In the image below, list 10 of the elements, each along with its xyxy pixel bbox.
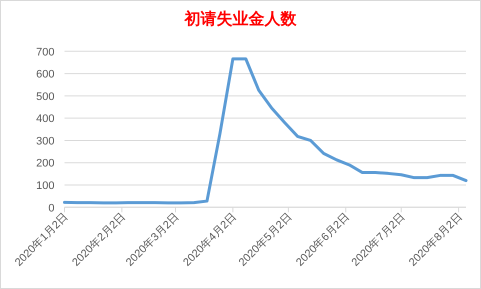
y-tick-label: 600 <box>36 68 54 81</box>
y-tick-label: 100 <box>36 180 54 192</box>
y-tick-label: 300 <box>36 135 54 148</box>
y-tick-label: 500 <box>36 90 54 103</box>
y-tick-label: 700 <box>36 46 54 58</box>
line-series <box>63 57 468 204</box>
y-tick-label: 200 <box>36 158 54 170</box>
chart-title: 初请失业金人数 <box>184 10 298 28</box>
y-tick-label: 400 <box>36 113 54 126</box>
y-tick-label: 0 <box>48 202 54 214</box>
